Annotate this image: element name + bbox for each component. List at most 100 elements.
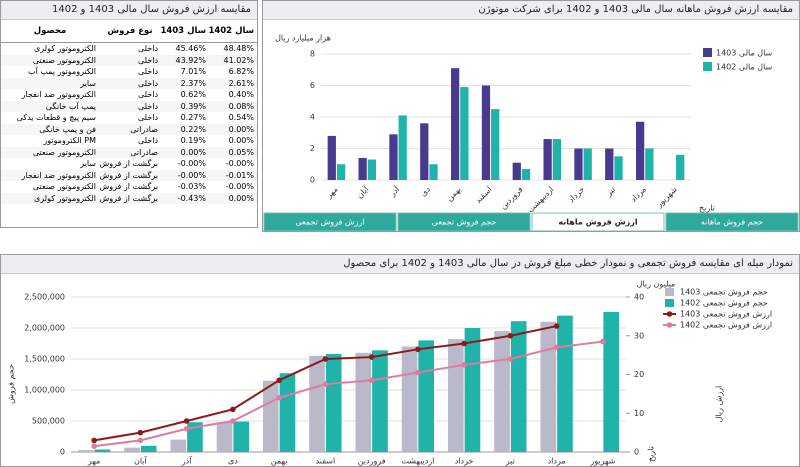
point bbox=[276, 394, 282, 401]
bar bbox=[355, 352, 372, 452]
point bbox=[230, 406, 236, 413]
table-body: الکتروموتور کولری داخلی 45.46% 48.48% الکترو… bbox=[1, 43, 257, 204]
table-cell: 0.40% bbox=[228, 90, 254, 100]
bar bbox=[336, 164, 346, 180]
table-cell: 0.39% bbox=[161, 100, 209, 112]
point bbox=[137, 437, 144, 444]
y-tick-label: 1,500,000 bbox=[24, 355, 65, 364]
bar bbox=[494, 331, 510, 452]
point bbox=[91, 437, 97, 444]
table-cell: الکتروموتور صنعتی bbox=[32, 182, 96, 192]
point bbox=[461, 362, 467, 368]
table-cell: داخلی bbox=[137, 113, 158, 123]
bar bbox=[464, 328, 481, 452]
tab[interactable] bbox=[531, 212, 665, 231]
table-cell: PM الکتروموتور bbox=[43, 136, 96, 146]
y2-tick-label: 20 bbox=[634, 370, 644, 379]
table-cell: 0.19% bbox=[180, 136, 206, 146]
y-tick-label: 2 bbox=[310, 144, 315, 153]
bar bbox=[614, 156, 623, 180]
table-row: الکتروموتور صنعتی صادراتی 0.00% 0.05% bbox=[1, 146, 257, 158]
point bbox=[230, 418, 236, 424]
legend-swatch bbox=[665, 288, 674, 296]
table-cell: 6.82% bbox=[228, 67, 254, 77]
panel-title: مقایسه ارزش فروش سال مالی 1403 و 1402 bbox=[1, 1, 257, 20]
y-tick-label: 4 bbox=[310, 113, 315, 122]
bar bbox=[491, 109, 500, 180]
bar bbox=[543, 139, 552, 180]
bar bbox=[140, 445, 157, 452]
x-tick-label: اسفند bbox=[474, 185, 494, 205]
table-cell: -0.00% bbox=[161, 169, 209, 181]
table-cell: سایر bbox=[1, 77, 99, 89]
tab[interactable] bbox=[665, 212, 799, 231]
x-tick-label: اردیبهشت bbox=[526, 185, 556, 215]
tab-label: ارزش فروش ماهانه bbox=[558, 218, 637, 228]
x-tick-label: مرداد bbox=[629, 185, 648, 204]
x-tick-label: فروردین bbox=[358, 457, 386, 466]
legend-label: حجم فروش تجمعی 1402 bbox=[680, 299, 768, 308]
bar bbox=[540, 321, 557, 452]
table-cell: 7.01% bbox=[180, 67, 206, 77]
x-tick-label: آذر bbox=[387, 184, 402, 199]
x-tick-label: تیر bbox=[505, 457, 515, 466]
point bbox=[183, 418, 190, 424]
bar bbox=[460, 87, 469, 180]
point bbox=[322, 356, 329, 362]
y2-tick-label: 10 bbox=[634, 409, 644, 418]
table-cell: -0.43% bbox=[161, 192, 209, 204]
bar bbox=[552, 139, 561, 180]
table-cell: -0.00% bbox=[225, 182, 254, 192]
table-cell: داخلی bbox=[99, 54, 161, 66]
table-cell: 41.02% bbox=[209, 54, 257, 66]
x-tick-label: شهریور bbox=[654, 185, 679, 210]
table-cell: 0.27% bbox=[180, 113, 206, 123]
bar bbox=[358, 157, 367, 180]
point bbox=[553, 323, 560, 329]
bar bbox=[187, 422, 203, 452]
tab[interactable] bbox=[263, 212, 397, 231]
x-axis-label: تاریخ bbox=[647, 446, 656, 462]
bar bbox=[512, 162, 521, 180]
table-row: PM الکتروموتور داخلی 0.19% 0.00% bbox=[1, 135, 257, 147]
point bbox=[553, 344, 560, 351]
point bbox=[183, 425, 190, 432]
table-cell: سیم پیچ و قطعات یدکی bbox=[16, 113, 96, 123]
legend-swatch bbox=[666, 311, 673, 317]
table-cell: 0.08% bbox=[209, 100, 257, 112]
table-row: الکتروموتور صنعتی برگشت از فروش -0.03% -0.0… bbox=[1, 181, 257, 193]
table-row: فن و پمپ خانگی صادراتی 0.22% 0.00% bbox=[1, 123, 257, 135]
x-axis-label: تاریخ bbox=[699, 204, 715, 213]
bar bbox=[420, 123, 429, 180]
bar bbox=[170, 439, 187, 452]
x-tick-label: فروردین bbox=[499, 185, 525, 211]
cumulative-panel: نمودار میله ای مقایسه فروش تجمعی و نمودا… bbox=[0, 254, 800, 467]
x-tick-label: اسفند bbox=[316, 457, 336, 466]
legend-label: سال مالی 1403 bbox=[716, 49, 773, 58]
tab-label: ارزش فروش تجمعی bbox=[295, 218, 364, 227]
bar bbox=[447, 339, 464, 452]
legend-label: ارزش فروش تجمعی 1403 bbox=[680, 310, 772, 319]
bar bbox=[557, 315, 573, 452]
panel-title: نمودار میله ای مقایسه فروش تجمعی و نمودا… bbox=[1, 255, 799, 274]
y2-tick-label: 0 bbox=[634, 448, 639, 457]
tab-label: حجم فروش ماهانه bbox=[701, 218, 763, 227]
tab[interactable] bbox=[397, 212, 531, 231]
table-row: سایر برگشت از فروش -0.00% -0.00% bbox=[1, 158, 257, 170]
panel-title: مقایسه ارزش فروش ماهانه سال مالی 1403 و … bbox=[263, 1, 799, 20]
legend-label: سال مالی 1402 bbox=[716, 63, 773, 72]
table-cell: سایر bbox=[80, 159, 96, 169]
table-row: پمپ آب خانگی داخلی 0.39% 0.08% bbox=[1, 100, 257, 112]
table-cell: 45.46% bbox=[175, 44, 206, 54]
x-tick-label: شهریور bbox=[589, 457, 615, 466]
point bbox=[137, 429, 144, 436]
y-tick-label: 2,000,000 bbox=[24, 324, 65, 333]
x-tick-label: دی bbox=[419, 185, 433, 199]
point bbox=[276, 377, 282, 384]
table-cell: الکتروموتور پمپ آب bbox=[28, 67, 96, 77]
column-header: محصول bbox=[1, 20, 99, 43]
cumulative-chart: 0 500,000 1,000,000 1,500,000 2,000,000 2,500… bbox=[7, 280, 773, 466]
column-header: سال 1403 bbox=[161, 20, 209, 43]
table-cell: -0.01% bbox=[209, 169, 257, 181]
table-cell: داخلی bbox=[137, 136, 158, 146]
